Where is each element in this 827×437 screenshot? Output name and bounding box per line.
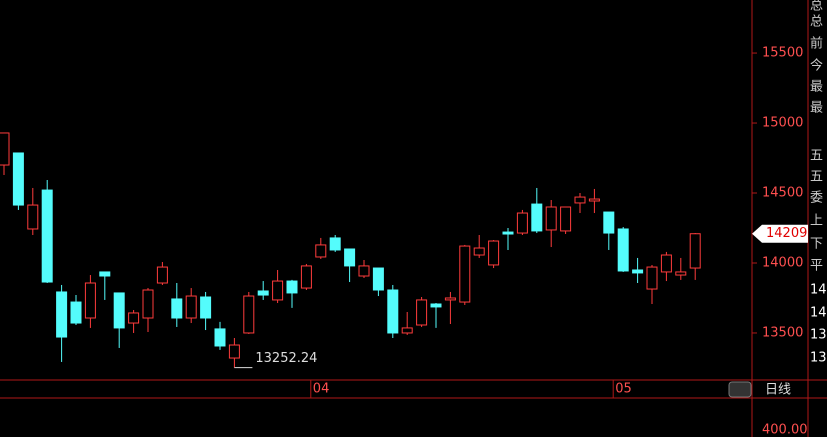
side-panel-label: 最	[810, 80, 823, 95]
side-panel-label: 最	[810, 101, 823, 116]
candle-body	[128, 312, 140, 324]
candle-body	[228, 344, 240, 359]
y-tick-label: 15500	[762, 46, 803, 61]
candle-body	[459, 245, 471, 303]
candle-body	[243, 295, 255, 334]
side-panel-label: 五	[810, 170, 823, 185]
candle-body	[358, 265, 370, 277]
candle-body	[675, 271, 687, 276]
period-label[interactable]: 日线	[765, 383, 791, 398]
side-panel-label: 14	[810, 283, 827, 298]
side-panel-label: 平	[810, 259, 823, 274]
candle-body	[444, 297, 456, 301]
candle-body	[473, 247, 485, 256]
candle-body	[286, 280, 298, 294]
candle-body	[27, 204, 39, 230]
candle-body	[12, 152, 24, 206]
candle-body	[632, 269, 644, 274]
volume-axis-label: 400.00	[762, 423, 808, 437]
candle-body	[0, 132, 10, 166]
price-tag	[752, 224, 808, 243]
candle-body	[660, 254, 672, 273]
candle-body	[185, 295, 197, 319]
candle-body	[84, 282, 96, 319]
side-panel-label: 下	[810, 237, 823, 252]
side-panel-label: 上	[810, 214, 823, 229]
candle-body	[430, 303, 442, 308]
candle-body	[329, 237, 341, 251]
candle-body	[617, 228, 629, 272]
side-panel-label: 13	[810, 351, 827, 366]
low-annotation: 13252.24	[255, 351, 317, 366]
candle-body	[99, 271, 111, 277]
x-tick-label: 05	[615, 382, 632, 397]
candle-body	[560, 206, 572, 232]
side-panel-label: 总	[810, 0, 823, 14]
candle-body	[502, 231, 514, 235]
candle-body	[315, 244, 327, 258]
candle-body	[416, 299, 428, 326]
candle-body	[689, 233, 701, 269]
candle-body	[70, 301, 82, 324]
price-tag-label: 14209	[766, 226, 807, 241]
candle-body	[488, 240, 500, 266]
candle-body	[401, 327, 413, 334]
candle-body	[200, 296, 212, 319]
candle-body	[156, 266, 168, 284]
candle-body	[531, 203, 543, 232]
side-panel-label: 总	[810, 15, 823, 30]
y-tick-label: 15000	[762, 116, 803, 131]
candle-body	[545, 206, 557, 231]
y-tick-label: 14000	[762, 255, 803, 270]
candle-body	[113, 292, 125, 329]
y-tick-label: 13500	[762, 325, 803, 340]
candle-body	[387, 289, 399, 334]
candle-body	[142, 289, 154, 319]
side-panel-label: 今	[810, 58, 823, 74]
y-tick-label: 14500	[762, 186, 803, 201]
candle-body	[300, 265, 312, 289]
candle-body	[603, 211, 615, 234]
side-panel-label: 前	[810, 36, 823, 52]
candle-body	[257, 290, 269, 296]
x-tick-label: 04	[313, 382, 330, 397]
toggle[interactable]	[728, 381, 752, 398]
candle-body	[516, 212, 528, 234]
side-panel-label: 委	[810, 191, 823, 206]
candle-body	[588, 198, 600, 202]
candle-body	[344, 248, 356, 267]
candle-body	[372, 267, 384, 291]
candle-body	[574, 196, 586, 204]
candle-body	[214, 328, 226, 347]
candle-body	[41, 189, 53, 283]
candle-body	[56, 291, 68, 338]
side-panel-label: 五	[810, 149, 823, 164]
side-panel-label: 13	[810, 328, 827, 343]
side-panel-label: 14	[810, 306, 827, 321]
candle-body	[171, 298, 183, 319]
candle-body	[272, 280, 284, 301]
candle-body	[646, 266, 658, 290]
